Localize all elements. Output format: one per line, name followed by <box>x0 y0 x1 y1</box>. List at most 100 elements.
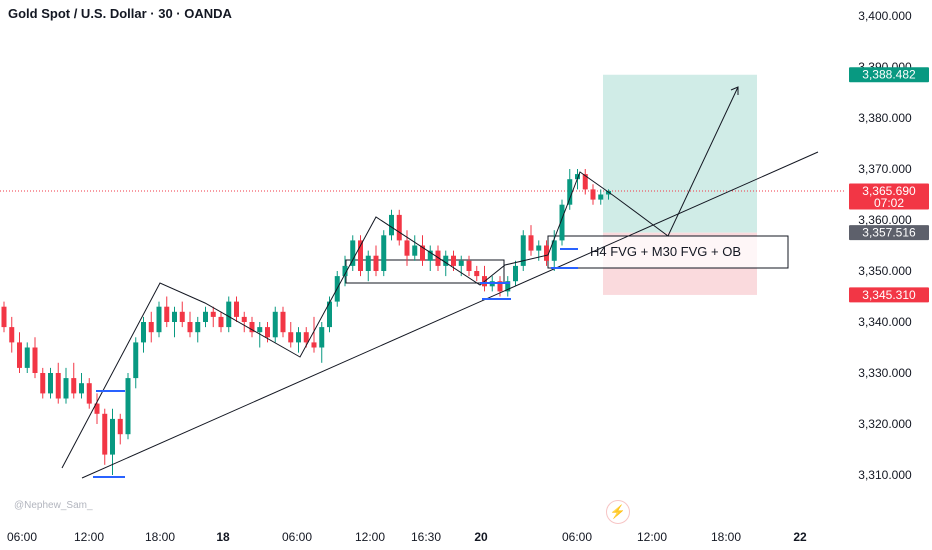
x-axis-tick: 18:00 <box>711 530 741 544</box>
y-axis-tick: 3,350.000 <box>858 264 912 278</box>
candle-body[interactable] <box>451 255 456 266</box>
target-zone[interactable] <box>603 74 757 233</box>
y-axis-tick: 3,320.000 <box>858 417 912 431</box>
candle-body[interactable] <box>598 194 604 200</box>
candle-body[interactable] <box>110 418 115 455</box>
candle-body[interactable] <box>234 301 239 317</box>
candle-body[interactable] <box>48 373 53 394</box>
candle-body[interactable] <box>458 260 464 266</box>
candle-body[interactable] <box>497 281 503 292</box>
candle-body[interactable] <box>513 265 518 282</box>
candle-body[interactable] <box>443 255 449 266</box>
candle-body[interactable] <box>117 418 123 435</box>
candle-body[interactable] <box>257 327 263 333</box>
candle-body[interactable] <box>148 322 154 333</box>
price-tag-label: 3,357.516 <box>862 226 916 240</box>
y-axis-tick: 3,400.000 <box>858 9 912 23</box>
x-axis-tick: 12:00 <box>637 530 667 544</box>
candle-body[interactable] <box>102 413 108 455</box>
x-axis-tick: 12:00 <box>74 530 104 544</box>
candle-body[interactable] <box>296 332 301 343</box>
candle-body[interactable] <box>327 301 332 328</box>
trendline[interactable] <box>81 151 819 479</box>
candle-body[interactable] <box>179 311 185 322</box>
candle-body[interactable] <box>71 378 77 394</box>
candle-body[interactable] <box>272 311 278 338</box>
candle-body[interactable] <box>141 322 146 343</box>
annotation-label: H4 FVG + M30 FVG + OB <box>590 244 741 259</box>
candle-body[interactable] <box>590 189 596 200</box>
candle-body[interactable] <box>288 332 294 343</box>
candle-body[interactable] <box>241 316 247 322</box>
x-axis-tick: 22 <box>793 530 807 544</box>
arrow-head <box>730 86 739 95</box>
candle-body[interactable] <box>79 383 84 394</box>
candle-body[interactable] <box>319 327 325 348</box>
candle-body[interactable] <box>551 240 557 261</box>
candle-body[interactable] <box>280 311 286 333</box>
candle-body[interactable] <box>420 245 425 261</box>
candle-body[interactable] <box>172 311 177 322</box>
candle-body[interactable] <box>32 347 38 374</box>
structure-path[interactable] <box>61 86 739 469</box>
candle-body[interactable] <box>389 214 394 236</box>
candle-body[interactable] <box>404 240 410 256</box>
candle-body[interactable] <box>342 265 348 277</box>
candle-body[interactable] <box>265 327 270 338</box>
x-axis-tick: 12:00 <box>355 530 385 544</box>
candle-body[interactable] <box>544 245 549 261</box>
price-tag-gray <box>849 225 929 241</box>
candle-body[interactable] <box>536 245 542 251</box>
candle-body[interactable] <box>358 240 363 271</box>
candle-body[interactable] <box>575 174 580 180</box>
y-axis-tick: 3,340.000 <box>858 315 912 329</box>
candle-body[interactable] <box>427 250 433 261</box>
candle-body[interactable] <box>528 235 534 251</box>
lightning-bolt-icon[interactable]: ⚡ <box>606 500 630 524</box>
candle-body[interactable] <box>559 204 565 241</box>
candle-body[interactable] <box>520 235 526 266</box>
price-tag-label: 3,345.310 <box>862 288 916 302</box>
candle-body[interactable] <box>94 403 100 414</box>
candle-body[interactable] <box>249 322 255 333</box>
candle-body[interactable] <box>86 383 92 404</box>
candle-body[interactable] <box>125 378 131 435</box>
candle-body[interactable] <box>1 306 7 328</box>
candle-body[interactable] <box>218 316 224 328</box>
candle-body[interactable] <box>311 342 317 348</box>
candle-body[interactable] <box>505 281 511 292</box>
candle-body[interactable] <box>63 378 69 399</box>
candle-body[interactable] <box>373 255 379 271</box>
y-axis-tick: 3,330.000 <box>858 366 912 380</box>
candle-body[interactable] <box>606 190 611 195</box>
price-tag-label: 3,365.690 <box>862 184 916 198</box>
candle-body[interactable] <box>195 322 201 333</box>
candle-body[interactable] <box>187 322 193 333</box>
candle-body[interactable] <box>203 311 208 322</box>
candle-body[interactable] <box>381 235 387 271</box>
price-tag-label: 3,388.482 <box>862 68 916 82</box>
y-axis-tick: 3,370.000 <box>858 162 912 176</box>
y-axis-tick: 3,380.000 <box>858 111 912 125</box>
candle-body[interactable] <box>435 250 441 266</box>
candle-body[interactable] <box>412 245 418 256</box>
candle-body[interactable] <box>164 306 170 322</box>
candle-body[interactable] <box>365 255 371 271</box>
candle-body[interactable] <box>567 179 573 205</box>
candle-body[interactable] <box>210 311 216 317</box>
candle-body[interactable] <box>9 327 15 343</box>
candle-body[interactable] <box>350 240 356 266</box>
candle-body[interactable] <box>40 373 46 394</box>
candle-body[interactable] <box>474 271 480 277</box>
candle-body[interactable] <box>582 174 588 190</box>
candle-body[interactable] <box>55 373 61 399</box>
candle-body[interactable] <box>17 342 22 368</box>
candle-body[interactable] <box>303 332 309 343</box>
candle-body[interactable] <box>24 347 30 368</box>
candle-body[interactable] <box>396 214 402 241</box>
candle-body[interactable] <box>466 260 472 271</box>
candle-body[interactable] <box>156 306 162 333</box>
candle-body[interactable] <box>226 301 232 328</box>
candle-body[interactable] <box>133 342 139 379</box>
